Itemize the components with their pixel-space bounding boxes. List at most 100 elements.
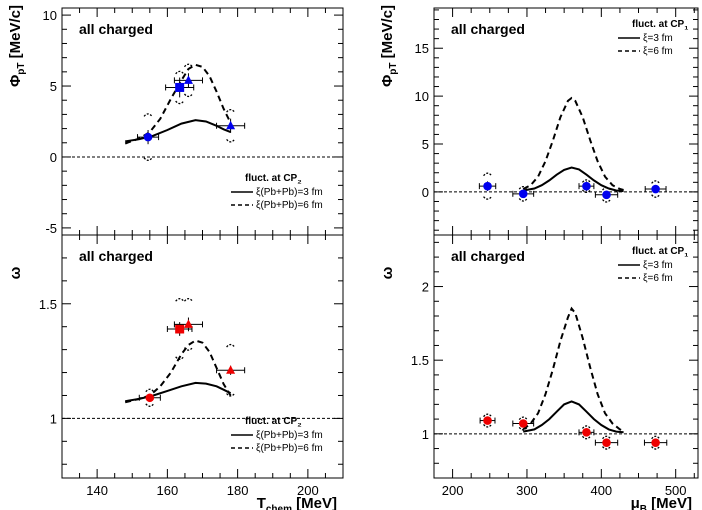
y-tick-label: 10 (43, 8, 57, 23)
data-point (216, 109, 246, 143)
x-tick-label: 200 (297, 483, 319, 498)
y-tick-label: 1 (50, 411, 57, 426)
y-tick-label: -5 (45, 221, 57, 236)
model-curve-solid (523, 166, 624, 193)
y-tick-label: 15 (415, 41, 429, 56)
data-point (173, 298, 203, 351)
y-tick-label: 0 (50, 150, 57, 165)
model-curve-solid (523, 400, 624, 434)
y-axis-label: ΦpT [MeV/c] (7, 5, 27, 87)
panel-omega-vs-mub: 200 300 400 500 1 1.5 2 ω μB [MeV] all charged flu… (379, 234, 699, 510)
systematic-bracket (145, 388, 155, 393)
systematic-bracket (651, 180, 661, 184)
marker-triangle (226, 120, 236, 130)
legend-title: fluct. at CP₁ (632, 246, 688, 259)
systematic-bracket (175, 100, 185, 105)
model-curve-dashed (522, 96, 624, 191)
marker-circle (143, 132, 153, 142)
systematic-bracket (183, 298, 193, 302)
x-axis-label: μB [MeV] (631, 495, 692, 510)
systematic-bracket (602, 435, 612, 440)
y-tick-label: 1 (422, 427, 429, 442)
y-axis-label: ω (7, 266, 24, 279)
y-tick-label: 5 (422, 137, 429, 152)
legend-label: ξ=3 fm (643, 33, 673, 44)
marker-circle (483, 416, 492, 425)
legend-label: ξ=3 fm (643, 260, 673, 271)
model-curve-solid (125, 119, 231, 143)
marker-square (175, 324, 185, 334)
x-tick-label: 400 (590, 483, 612, 498)
y-tick-label: 10 (415, 89, 429, 104)
systematic-bracket (602, 186, 612, 191)
legend-label: ξ=6 fm (643, 46, 673, 57)
systematic-bracket (226, 393, 236, 397)
marker-circle (582, 181, 591, 191)
marker-circle (518, 189, 528, 199)
plot-frame (61, 234, 344, 479)
data-point (594, 435, 619, 450)
panel-annotation: all charged (79, 248, 153, 264)
panel-annotation: all charged (79, 21, 153, 37)
panel-phi-vs-tchem: -5 0 5 10 ΦpT [MeV/c] all charged fluct. at CP… (7, 5, 344, 236)
systematic-bracket (483, 196, 493, 200)
legend-title: fluct. at CP₁ (632, 19, 688, 32)
panel-annotation: all charged (451, 248, 525, 264)
systematic-bracket (518, 426, 528, 431)
systematic-bracket (602, 199, 612, 203)
y-axis-label: ω (379, 266, 396, 279)
legend-label: ξ(Pb+Pb)=6 fm (256, 200, 323, 211)
model-curve-dashed (124, 339, 232, 404)
systematic-bracket (518, 185, 528, 190)
systematic-bracket (175, 356, 185, 360)
systematic-bracket (581, 435, 591, 440)
x-tick-label: 160 (157, 483, 179, 498)
systematic-bracket (145, 403, 155, 407)
legend-label: ξ(Pb+Pb)=6 fm (256, 443, 323, 454)
data-point (594, 186, 619, 203)
model-curve-dashed (124, 63, 232, 145)
data-point (479, 413, 496, 428)
plot-frame (433, 234, 699, 479)
x-tick-label: 500 (665, 483, 687, 498)
data-point (478, 172, 497, 200)
systematic-bracket (226, 138, 236, 143)
systematic-bracket (651, 194, 661, 198)
systematic-bracket (226, 343, 236, 348)
systematic-bracket (183, 347, 193, 351)
systematic-bracket (483, 413, 493, 418)
legend-label: ξ(Pb+Pb)=3 fm (256, 430, 323, 441)
x-tick-label: 180 (227, 483, 249, 498)
systematic-bracket (651, 435, 661, 440)
marker-circle (518, 419, 528, 428)
marker-triangle (183, 319, 193, 328)
systematic-bracket (581, 425, 591, 429)
systematic-bracket (581, 179, 591, 183)
data-point (643, 435, 668, 450)
systematic-bracket (226, 109, 236, 113)
data-point (512, 416, 535, 431)
y-tick-label: 1.5 (411, 353, 429, 368)
systematic-bracket (483, 424, 493, 428)
systematic-bracket (518, 416, 528, 421)
model-curve-solid (125, 381, 232, 403)
legend-label: ξ(Pb+Pb)=3 fm (256, 187, 323, 198)
y-tick-label: 5 (50, 79, 57, 94)
y-tick-label: 0 (422, 185, 429, 200)
systematic-bracket (518, 198, 528, 202)
systematic-bracket (175, 70, 185, 75)
legend-label: ξ=6 fm (643, 273, 673, 284)
x-axis-label: Tchem [MeV] (257, 495, 337, 510)
panel-phi-vs-mub: 0 5 10 15 ΦpT [MeV/c] all charged fluct. at CP… (379, 5, 699, 236)
marker-square (175, 82, 185, 92)
marker-circle (602, 438, 611, 447)
x-tick-label: 140 (86, 483, 108, 498)
y-axis-label: ΦpT [MeV/c] (379, 5, 399, 87)
marker-circle (651, 438, 660, 447)
y-tick-label: 1.5 (39, 297, 57, 312)
